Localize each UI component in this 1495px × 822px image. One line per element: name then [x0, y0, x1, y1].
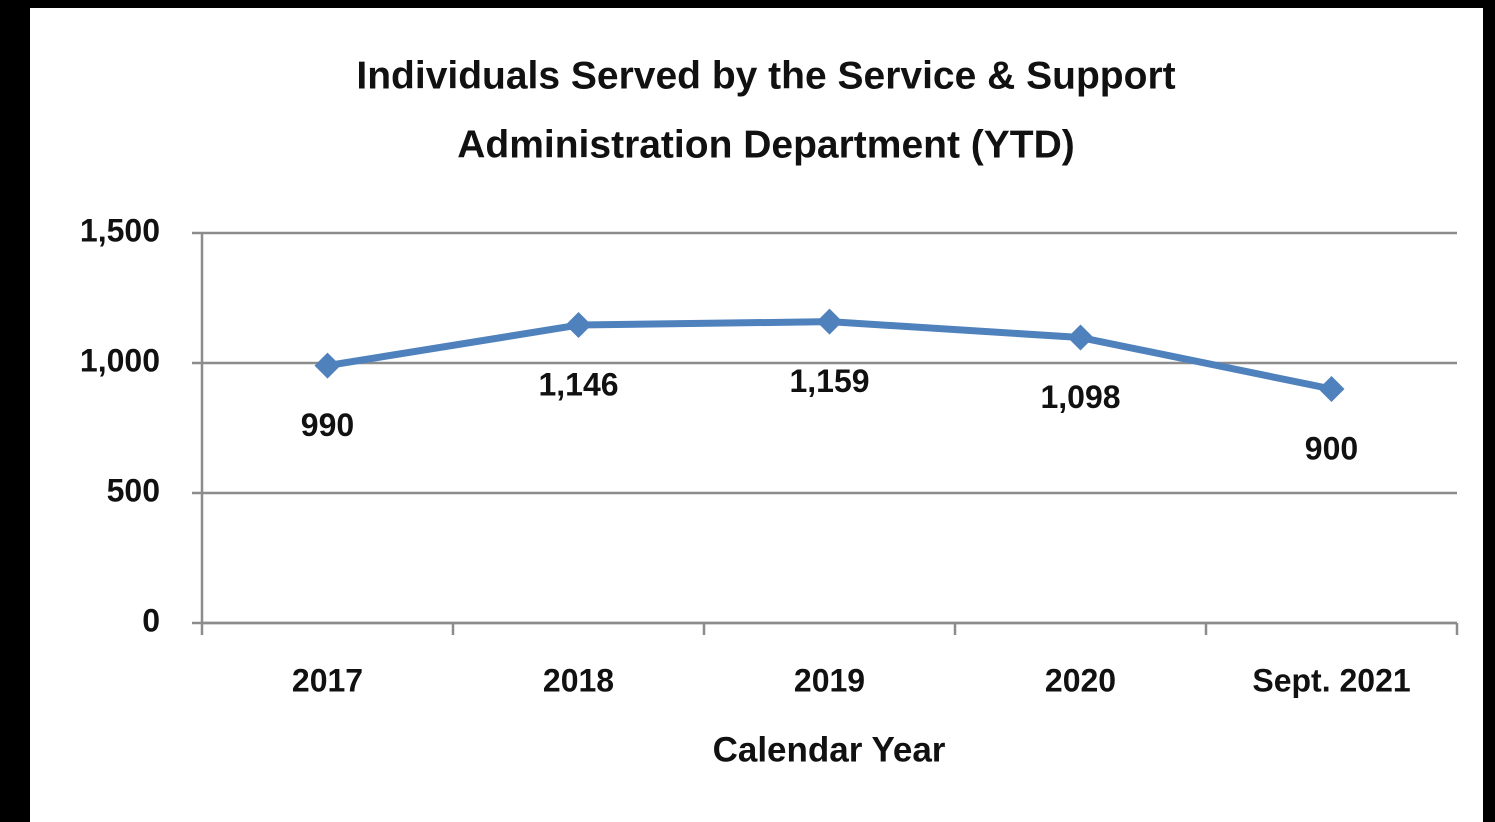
y-tick-label: 1,500: [80, 212, 160, 248]
y-tick-label: 0: [142, 602, 160, 638]
data-label: 990: [301, 407, 354, 443]
x-tick-label: 2020: [1045, 662, 1116, 698]
x-tick-label: 2019: [794, 662, 865, 698]
chart-background: [30, 8, 1483, 822]
data-label: 1,098: [1040, 379, 1120, 415]
data-point: [314, 352, 341, 379]
x-axis-title: Calendar Year: [713, 730, 946, 769]
chart-title: Individuals Served by the Service & Supp…: [356, 54, 1175, 97]
data-label: 1,146: [538, 366, 618, 402]
data-point: [816, 308, 843, 335]
data-point: [1318, 376, 1345, 402]
x-tick-label: Sept. 2021: [1252, 662, 1410, 698]
y-tick-label: 500: [107, 472, 160, 508]
x-tick-label: 2017: [292, 662, 363, 698]
chart-title: Administration Department (YTD): [457, 123, 1075, 166]
data-label: 1,159: [789, 363, 869, 399]
data-label: 900: [1305, 430, 1358, 466]
x-tick-label: 2018: [543, 662, 614, 698]
y-tick-label: 1,000: [80, 342, 160, 378]
data-point: [1067, 324, 1094, 351]
data-point: [565, 312, 592, 339]
